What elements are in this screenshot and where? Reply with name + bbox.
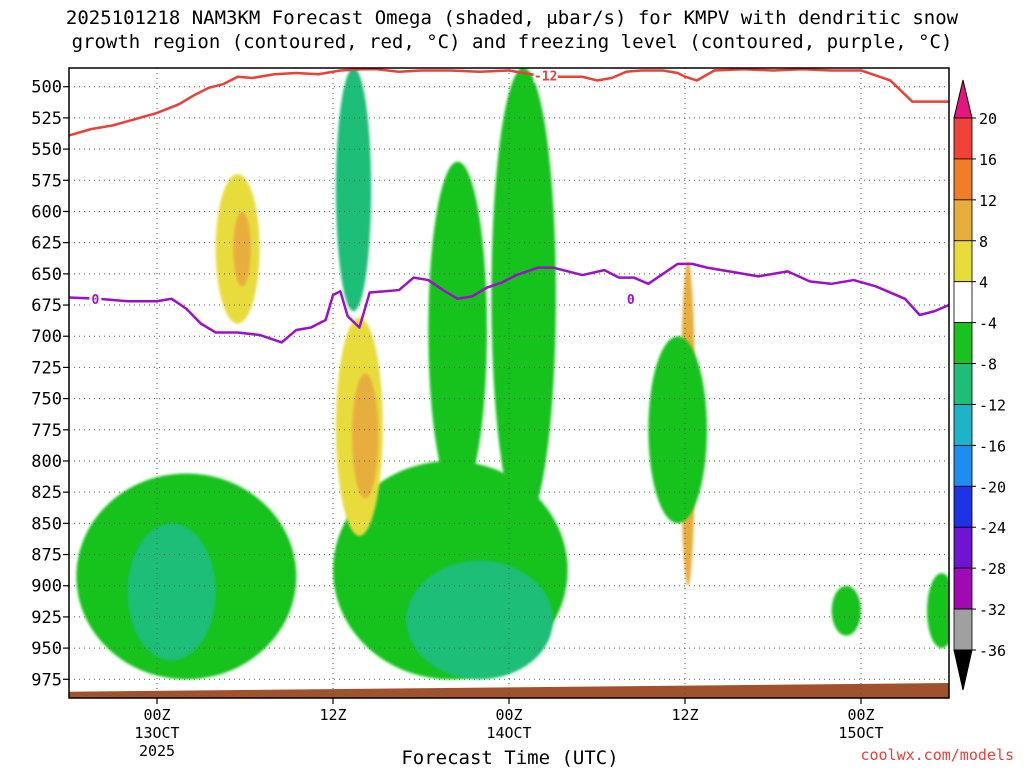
x-tick-label: 13OCT [134, 724, 179, 742]
colorbar-top-arrow [953, 79, 973, 119]
colorbar-bin [953, 608, 973, 651]
colorbar-bin [953, 567, 973, 610]
omega-feature [428, 161, 487, 499]
x-tick-label: 14OCT [486, 724, 531, 742]
x-tick-label: 00Z [495, 706, 522, 724]
y-tick-label: 775 [31, 421, 62, 441]
y-tick-label: 925 [31, 608, 62, 628]
freezing-contour-label: 0 [627, 293, 635, 308]
freezing-contour-label: 0 [91, 293, 99, 308]
colorbar-bin [953, 199, 973, 242]
y-tick-label: 825 [31, 483, 62, 503]
colorbar-bottom-arrow [953, 649, 973, 691]
colorbar-label: 12 [979, 192, 997, 210]
x-tick-label: 12Z [671, 706, 698, 724]
freezing-contour [69, 262, 949, 344]
omega-feature [233, 211, 251, 287]
colorbar-bin [953, 281, 973, 324]
omega-feature [831, 585, 861, 636]
colorbar-label: -24 [979, 519, 1006, 537]
watermark: coolwx.com/models [860, 746, 1014, 764]
colorbar-label: -36 [979, 642, 1006, 660]
colorbar-bin [953, 158, 973, 201]
x-tick-label: 00Z [143, 706, 170, 724]
grid [69, 68, 949, 698]
contours: -12 0 0 [69, 68, 949, 344]
y-tick-label: 575 [31, 171, 62, 191]
y-tick-label: 550 [31, 140, 62, 160]
colorbar-bin [953, 240, 973, 283]
omega-feature [927, 573, 949, 649]
colorbar-label: -32 [979, 601, 1006, 619]
y-tick-label: 975 [31, 670, 62, 690]
y-tick-label: 725 [31, 358, 62, 378]
colorbar-label: 16 [979, 151, 997, 169]
chart-title: 2025101218 NAM3KM Forecast Omega (shaded… [0, 6, 1024, 54]
y-tick-label: 700 [31, 327, 62, 347]
colorbar: 20 16 12 8 4 -4 -8 -12 -16 -20 -24 -28 -32 -36 [953, 79, 1006, 691]
y-tick-label: 675 [31, 296, 62, 316]
freezing-label-bg [624, 291, 637, 306]
y-tick-label: 525 [31, 109, 62, 129]
x-tick-label: 00Z [847, 706, 874, 724]
y-tick-label: 650 [31, 265, 62, 285]
omega-feature [406, 560, 553, 680]
y-tick-label: 950 [31, 639, 62, 659]
omega-feature [491, 68, 556, 524]
colorbar-label: -28 [979, 560, 1006, 578]
y-tick-label: 800 [31, 452, 62, 472]
y-tick-label: 875 [31, 546, 62, 566]
y-tick-label: 600 [31, 202, 62, 222]
colorbar-label: -16 [979, 437, 1006, 455]
x-tick-label: 12Z [319, 706, 346, 724]
surface-ground [69, 683, 949, 698]
y-tick-label: 500 [31, 78, 62, 98]
colorbar-label: 8 [979, 233, 988, 251]
omega-feature [648, 336, 708, 524]
dendritic-label-bg [533, 68, 558, 83]
colorbar-label: -4 [979, 315, 997, 333]
colorbar-label: 20 [979, 110, 997, 128]
omega-feature [127, 523, 216, 661]
freezing-label-bg [89, 291, 102, 306]
surface-terrain [69, 683, 949, 698]
y-axis: 500 525 550 575 600 625 650 675 700 725 750 775 800 8… [31, 78, 69, 690]
colorbar-label: 4 [979, 274, 988, 292]
omega-feature [352, 373, 379, 499]
dendritic-contour-label: -12 [534, 69, 557, 84]
x-tick-label: 15OCT [838, 724, 883, 742]
colorbar-label: -20 [979, 478, 1006, 496]
omega-shading [76, 68, 949, 680]
colorbar-bin [953, 526, 973, 569]
y-tick-label: 850 [31, 514, 62, 534]
colorbar-bin [953, 444, 973, 487]
y-tick-label: 750 [31, 390, 62, 410]
y-tick-label: 625 [31, 234, 62, 254]
chart-title-line-1: 2025101218 NAM3KM Forecast Omega (shaded… [65, 7, 959, 29]
colorbar-bin [953, 404, 973, 446]
x-axis-label: Forecast Time (UTC) [401, 747, 618, 768]
colorbar-bin [953, 485, 973, 528]
y-tick-label: 900 [31, 577, 62, 597]
colorbar-bin [953, 117, 973, 160]
dendritic-contour [69, 68, 949, 137]
x-tick-label: 2025 [139, 742, 175, 760]
colorbar-bin [953, 322, 973, 364]
colorbar-label: -12 [979, 396, 1006, 414]
omega-feature [335, 68, 372, 312]
colorbar-bin [953, 363, 973, 405]
chart-title-line-2: growth region (contoured, red, °C) and f… [71, 31, 953, 53]
colorbar-label: -8 [979, 356, 997, 374]
